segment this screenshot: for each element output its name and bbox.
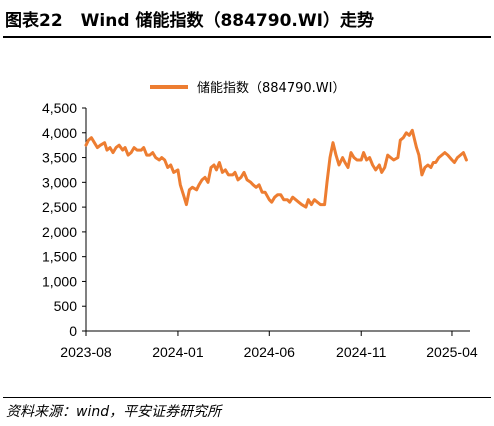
source-note: 资料来源：wind，平安证券研究所 [6,404,222,420]
x-tick-label: 2024-01 [152,344,204,360]
y-tick-label: 500 [54,298,78,314]
x-tick-label: 2024-11 [336,344,387,360]
x-tick-label: 2023-08 [60,344,112,360]
y-axis: 0 500 1,000 1,500 2,000 2,500 3,000 3,500 4,000 4… [42,100,87,339]
y-tick-label: 3,000 [42,174,77,190]
x-tick-label: 2025-04 [426,344,478,360]
title-rule [3,36,491,38]
y-tick-label: 4,500 [42,100,77,116]
y-tick-label: 2,500 [42,199,77,215]
y-tick-label: 1,500 [42,249,77,265]
y-tick-label: 1,000 [42,273,77,289]
y-tick-label: 2,000 [42,224,77,240]
y-tick-label: 4,000 [42,125,77,141]
x-axis: 2023-08 2024-01 2024-06 2024-11 2025-04 [60,330,478,360]
figure-number: 图表22 [5,11,63,31]
source-rule [3,397,491,398]
figure-title-text: Wind 储能指数（884790.WI）走势 [80,11,374,31]
x-tick-label: 2024-06 [244,344,296,360]
series-layer [84,128,468,209]
figure-title: 图表22 Wind 储能指数（884790.WI）走势 [5,6,374,31]
series-line [84,128,468,209]
y-tick-label: 3,500 [42,150,77,166]
legend-label: 储能指数（884790.WI） [197,81,345,96]
legend: 储能指数（884790.WI） [150,81,345,96]
y-tick-label: 0 [69,323,77,339]
line-chart: 储能指数（884790.WI） 0 500 1,000 1,500 2,000 2,500… [42,81,478,360]
